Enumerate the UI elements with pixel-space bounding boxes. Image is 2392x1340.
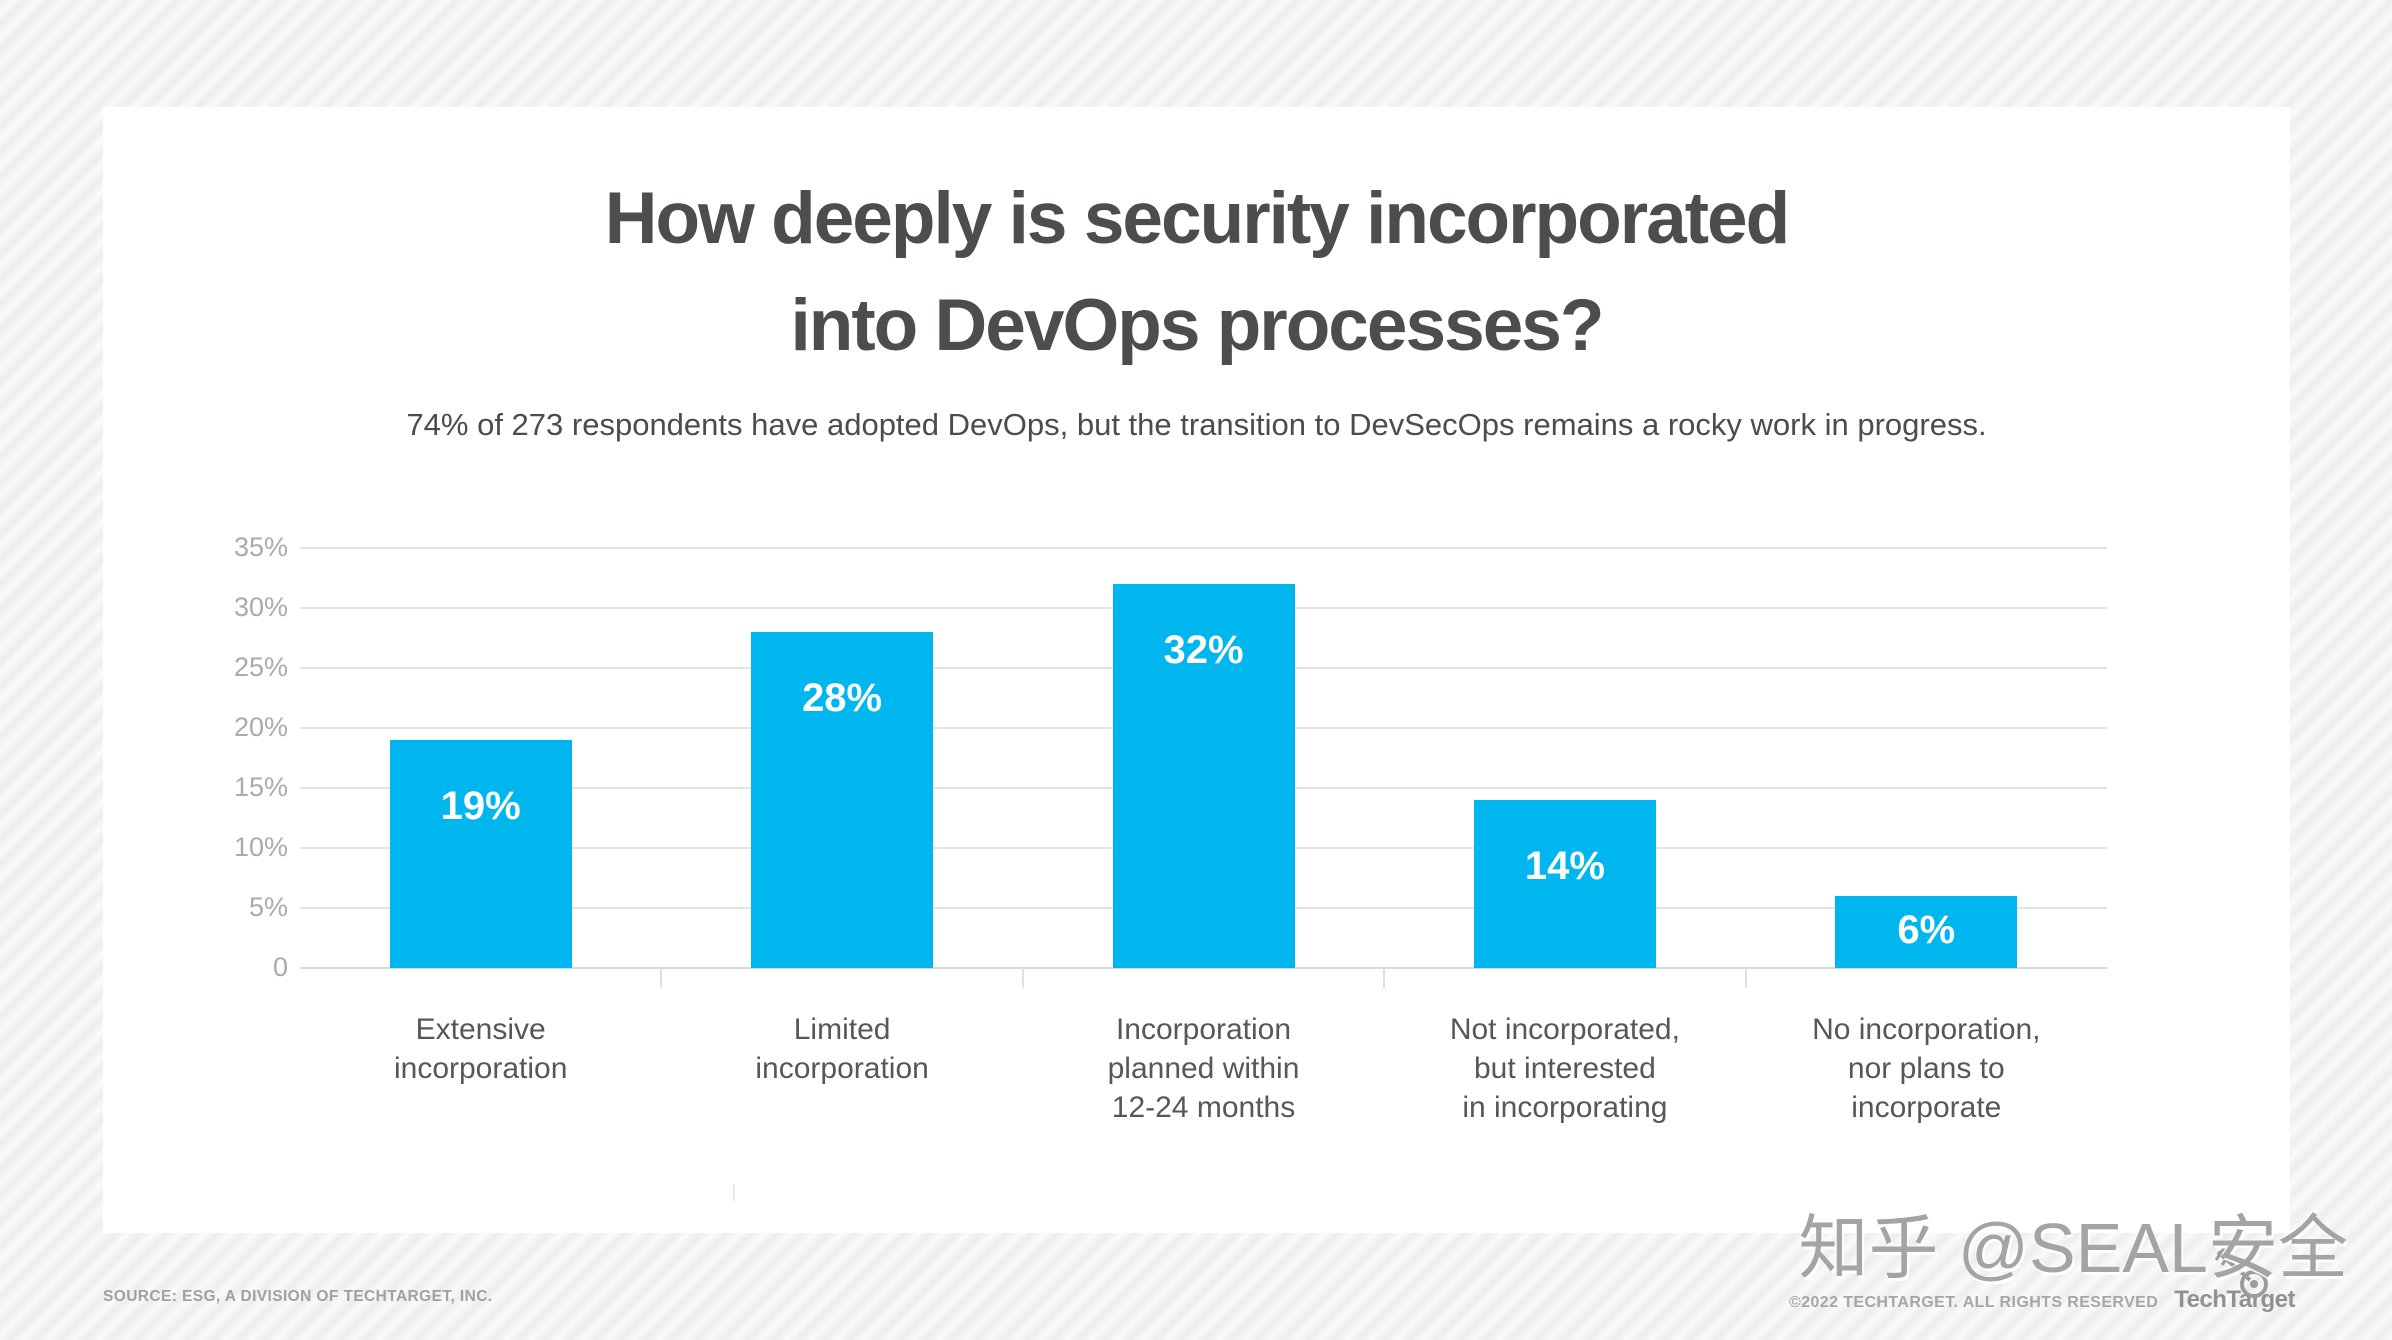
y-axis-label: 10% bbox=[233, 832, 288, 862]
source-note: SOURCE: ESG, A DIVISION OF TECHTARGET, I… bbox=[103, 1288, 493, 1305]
bar-value-label: 32% bbox=[1163, 628, 1244, 672]
bar-value-label: 19% bbox=[440, 784, 521, 828]
category-label: Not incorporated, but interested in incorp… bbox=[1385, 1010, 1745, 1127]
y-axis-label: 0 bbox=[272, 952, 288, 982]
y-axis-label: 30% bbox=[233, 592, 288, 622]
bar-value-label: 28% bbox=[802, 676, 883, 720]
category-label-line: incorporation bbox=[393, 1052, 568, 1085]
gridline bbox=[300, 967, 2107, 969]
bar bbox=[1835, 896, 2018, 968]
category-label-line: in incorporating bbox=[1462, 1091, 1668, 1124]
y-axis-label: 35% bbox=[233, 532, 288, 562]
bar-value-label: 14% bbox=[1524, 844, 1605, 888]
y-axis-label: 15% bbox=[233, 772, 288, 802]
y-axis-label: 20% bbox=[233, 712, 288, 742]
chart-title: How deeply is security incorporated into… bbox=[103, 165, 2290, 379]
category-label-line: but interested bbox=[1473, 1052, 1656, 1085]
chart-subtitle: 74% of 273 respondents have adopted DevO… bbox=[406, 407, 1987, 442]
y-axis-label: 25% bbox=[233, 652, 288, 682]
infographic-card: How deeply is security incorporated into… bbox=[103, 107, 2290, 1233]
gridline bbox=[300, 547, 2107, 549]
bar-chart: 35% 30% 25% 20% 15% 10% 5% 0 19% 28% 32% 14% 6% Exten… bbox=[103, 107, 2290, 1233]
bar bbox=[1112, 584, 1295, 968]
bar bbox=[389, 740, 572, 968]
techtarget-logo: TechTarget bbox=[2174, 1247, 2295, 1314]
category-label-line: incorporate bbox=[1851, 1091, 2002, 1124]
category-label: No incorporation, nor plans to incorporate bbox=[1746, 1010, 2106, 1127]
bar bbox=[1473, 800, 1656, 968]
x-axis-tick bbox=[1744, 968, 1747, 988]
bar bbox=[751, 632, 934, 968]
copyright-row: ©2022 TECHTARGET. ALL RIGHTS RESERVED Te… bbox=[1789, 1247, 2295, 1314]
techtarget-logo-text: TechTarget bbox=[2174, 1286, 2295, 1313]
x-axis-tick bbox=[1383, 968, 1386, 988]
category-label: Extensive incorporation bbox=[301, 1010, 661, 1088]
chart-title-line1: How deeply is security incorporated bbox=[604, 178, 1791, 259]
category-label-line: nor plans to bbox=[1847, 1052, 2005, 1085]
category-label-line: No incorporation, bbox=[1812, 1013, 2041, 1046]
category-label-line: 12-24 months bbox=[1111, 1091, 1296, 1124]
category-label-line: Limited bbox=[793, 1013, 891, 1046]
category-label-line: Extensive bbox=[415, 1013, 546, 1046]
watermark: 知乎 @SEAL安全 bbox=[1798, 1209, 2348, 1287]
category-label: Incorporation planned within 12-24 months bbox=[1024, 1010, 1384, 1127]
category-label-line: Incorporation bbox=[1115, 1013, 1292, 1046]
x-axis-tick bbox=[1021, 968, 1024, 988]
category-label-line: incorporation bbox=[755, 1052, 929, 1085]
chart-title-line2: into DevOps processes? bbox=[790, 285, 1604, 366]
techtarget-dart-icon bbox=[2214, 1247, 2269, 1298]
copyright-note: ©2022 TECHTARGET. ALL RIGHTS RESERVED bbox=[1789, 1294, 2159, 1311]
category-label: Limited incorporation bbox=[662, 1010, 1022, 1088]
x-axis-tick bbox=[660, 968, 663, 988]
y-axis-label: 5% bbox=[248, 892, 288, 922]
category-label-line: Not incorporated, bbox=[1449, 1013, 1680, 1046]
stray-tick bbox=[733, 1184, 735, 1201]
bar-value-label: 6% bbox=[1897, 908, 1956, 952]
category-label-line: planned within bbox=[1107, 1052, 1300, 1085]
